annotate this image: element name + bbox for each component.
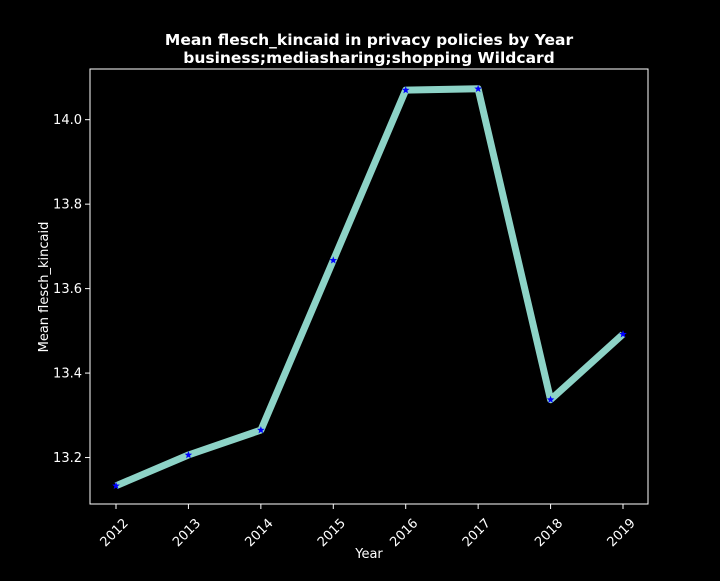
plot-area-frame — [89, 68, 649, 505]
x-tick-label: 2013 — [170, 516, 204, 550]
y-axis-ticks: 13.2 13.4 13.6 13.8 14.0 — [53, 113, 90, 466]
x-tick-label: 2016 — [387, 516, 421, 550]
data-point-marker — [329, 256, 338, 264]
x-tick-label: 2012 — [98, 516, 132, 550]
x-axis-label: Year — [354, 547, 383, 562]
data-point-marker — [474, 84, 482, 93]
y-tick-label: 13.4 — [53, 367, 82, 382]
y-tick-label: 14.0 — [53, 113, 82, 128]
x-tick-label: 2017 — [460, 516, 494, 550]
series-group — [112, 84, 627, 490]
data-point-marker — [619, 330, 627, 338]
x-tick-label: 2014 — [243, 516, 277, 550]
x-tick-label: 2019 — [605, 516, 639, 550]
y-tick-label: 13.2 — [53, 451, 82, 466]
y-tick-label: 13.6 — [53, 282, 82, 297]
y-tick-label: 13.8 — [53, 198, 82, 213]
data-point-marker — [546, 395, 555, 403]
x-tick-label: 2015 — [315, 516, 349, 550]
y-axis-label: Mean flesch_kincaid — [37, 222, 52, 353]
chart-title-line1: Mean flesch_kincaid in privacy policies … — [165, 31, 574, 49]
data-point-marker — [257, 426, 265, 434]
data-point-marker — [401, 86, 410, 94]
x-tick-label: 2018 — [532, 516, 566, 550]
data-point-marker — [184, 451, 193, 459]
series-line — [114, 85, 626, 490]
data-point-marker — [112, 481, 120, 490]
x-axis-ticks: 2012 2013 2014 2015 2016 2017 2018 2019 — [98, 504, 639, 550]
chart-title-line2: business;mediasharing;shopping Wildcard — [183, 49, 555, 67]
